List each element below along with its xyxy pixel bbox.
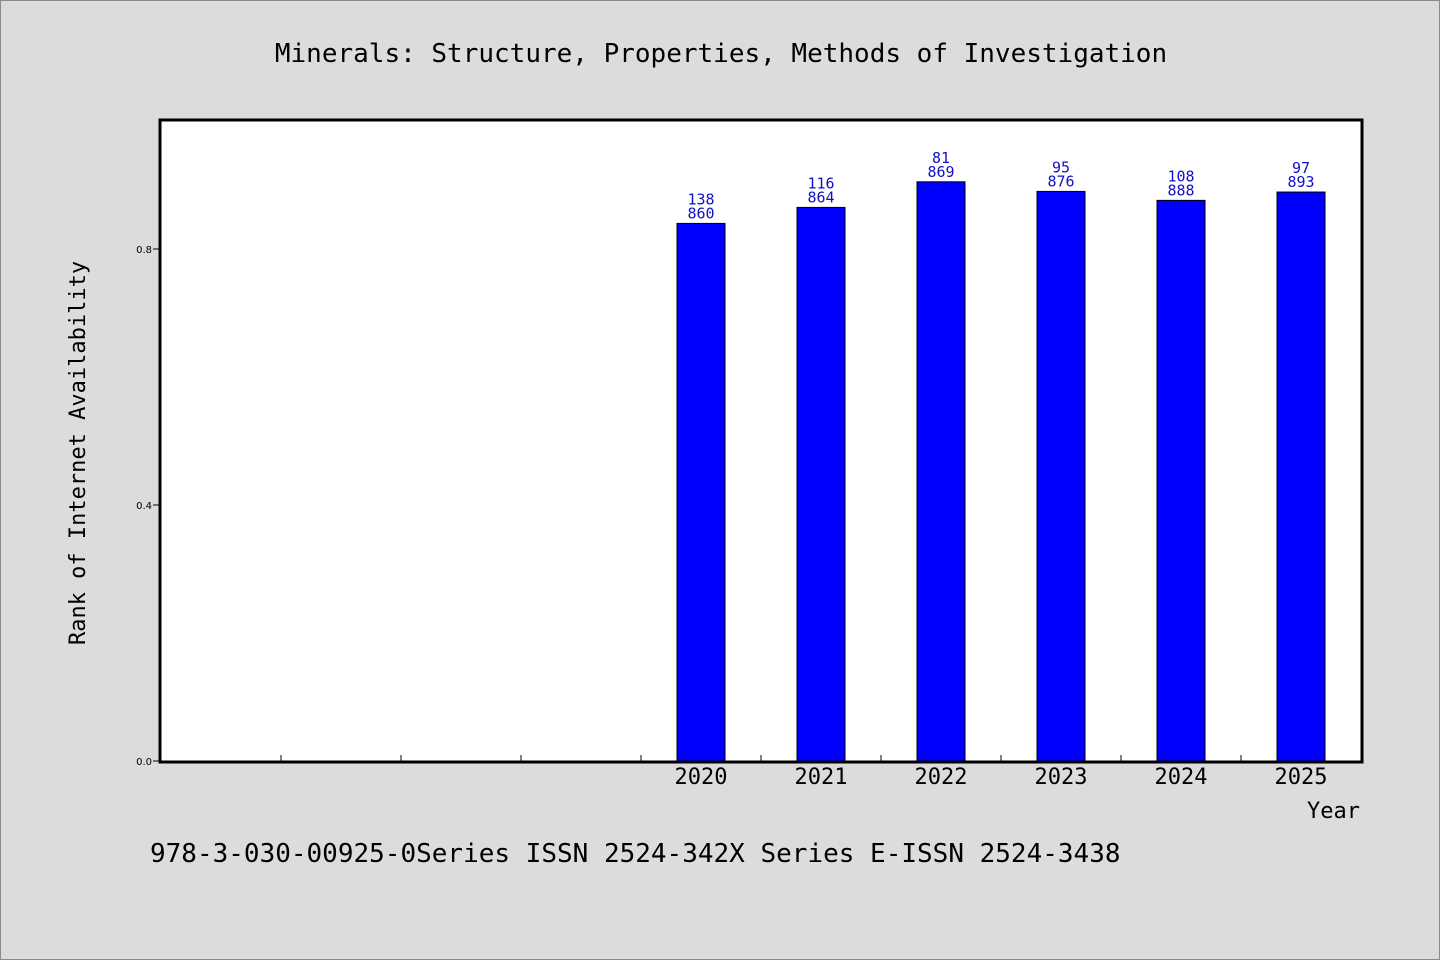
chart-title: Minerals: Structure, Properties, Methods… xyxy=(275,39,1167,69)
bar-label-top: 95 xyxy=(1052,158,1070,176)
x-axis: 2020 2021 2022 2023 2024 2025 xyxy=(280,755,1328,790)
x-tick-label: 2025 xyxy=(1275,765,1328,790)
bar-label-bottom: 860 xyxy=(687,204,714,222)
bar-label-top: 108 xyxy=(1167,167,1194,185)
bar-2020 xyxy=(676,222,726,762)
bar-label-top: 81 xyxy=(932,149,950,167)
y-tick-label: 0.4 xyxy=(136,501,152,512)
footer-identifiers: 978-3-030-00925-0Series ISSN 2524-342X S… xyxy=(150,839,1121,869)
bar-2021 xyxy=(796,206,846,762)
y-tick-label: 0.8 xyxy=(136,245,152,256)
x-tick-label: 2023 xyxy=(1035,765,1088,790)
bar-label-top: 116 xyxy=(807,174,834,192)
x-axis-label: Year xyxy=(1307,799,1360,824)
bar-2025 xyxy=(1276,191,1326,762)
bar-label-bottom: 869 xyxy=(927,163,954,181)
x-tick-label: 2020 xyxy=(675,765,728,790)
y-axis: 0.0 0.4 0.8 xyxy=(136,245,161,768)
x-tick-label: 2022 xyxy=(915,765,968,790)
bar-label-bottom: 876 xyxy=(1047,172,1074,190)
bar-label-top: 138 xyxy=(687,190,714,208)
bar-label-bottom: 893 xyxy=(1287,173,1314,191)
bar-2023 xyxy=(1036,190,1086,762)
x-tick-label: 2024 xyxy=(1155,765,1208,790)
bar-2022 xyxy=(916,181,966,762)
bar-label-top: 97 xyxy=(1292,159,1310,177)
bar-label-bottom: 888 xyxy=(1167,181,1194,199)
bar-series xyxy=(676,181,1326,762)
y-tick-label: 0.0 xyxy=(136,757,152,768)
bar-2024 xyxy=(1156,199,1206,762)
y-axis-label: Rank of Internet Availability xyxy=(66,261,91,645)
x-tick-label: 2021 xyxy=(795,765,848,790)
bar-label-bottom: 864 xyxy=(807,188,834,206)
